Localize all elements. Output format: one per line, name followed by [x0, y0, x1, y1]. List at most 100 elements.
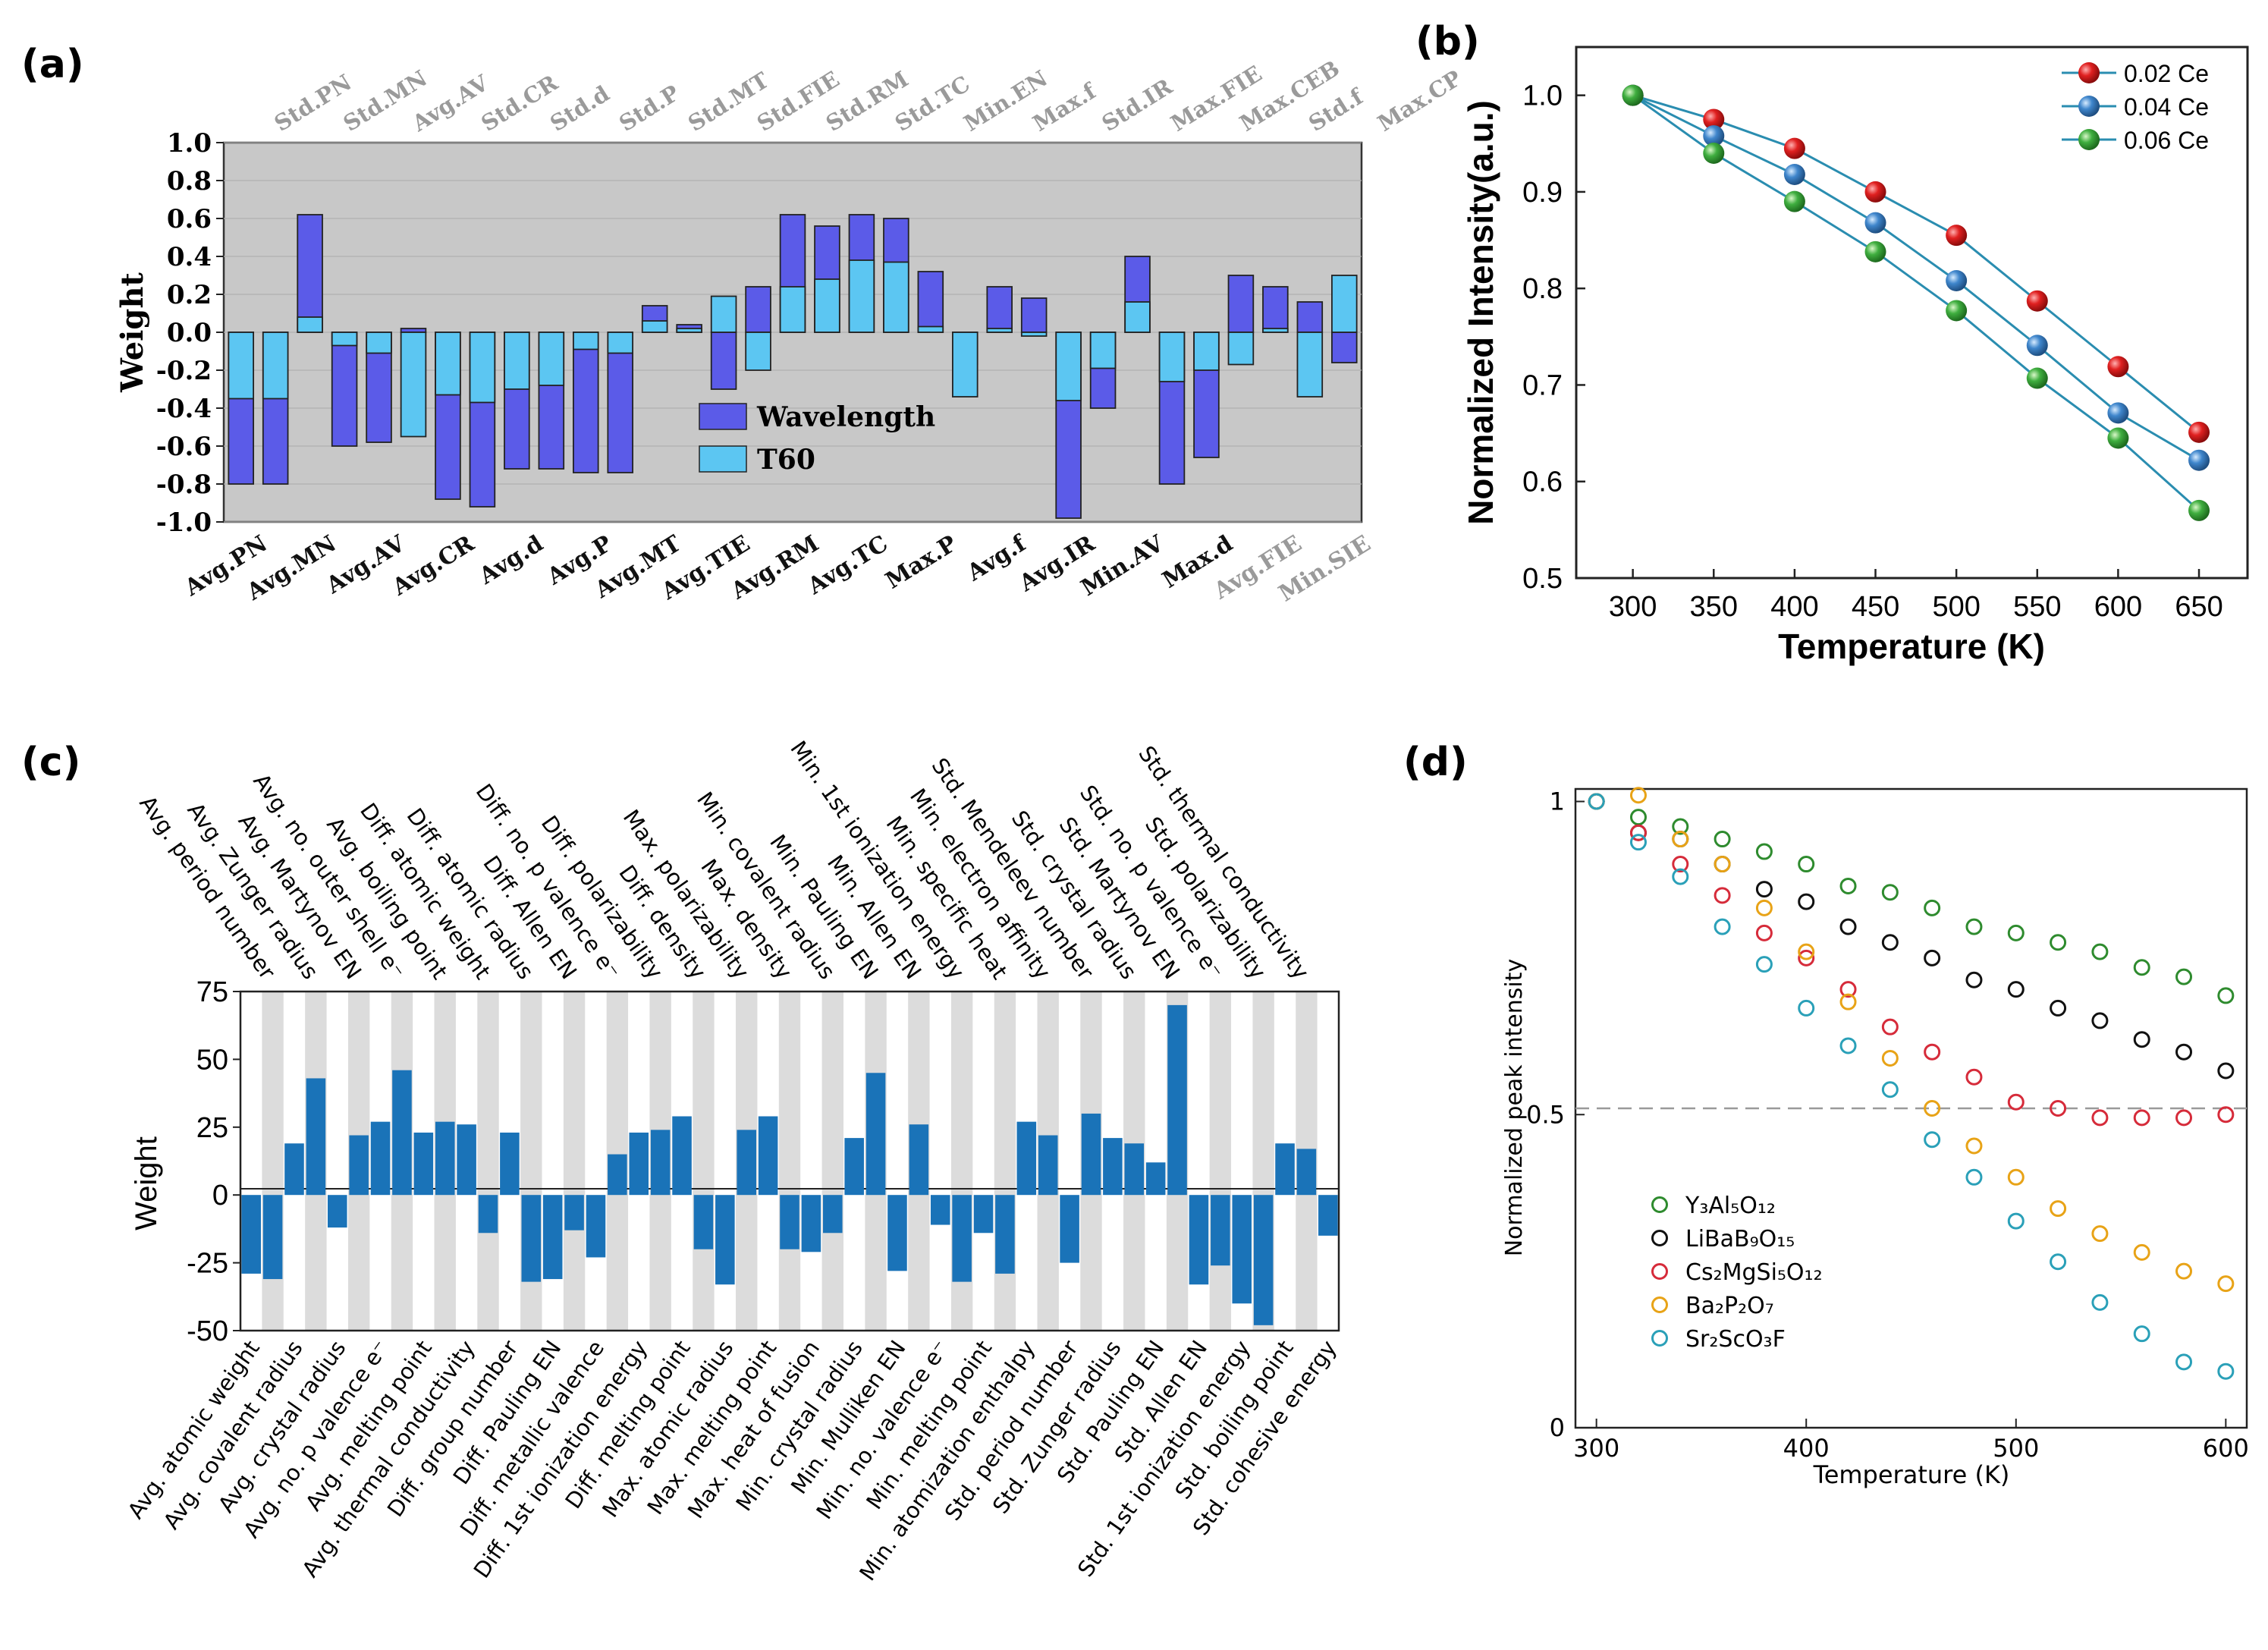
panel-c-stripe [778, 992, 801, 1331]
panel-d-point-sr-sco-f [2175, 1353, 2193, 1371]
panel-d-point-sr-sco-f [1965, 1168, 1983, 1186]
panel-c-bar [284, 1143, 304, 1196]
panel-a-bar-wavelength [1296, 301, 1324, 333]
panel-d-point-cs-mgsi-o [1672, 856, 1689, 873]
legend-marker-0-02-ce [2078, 62, 2100, 83]
panel-a-ytick-label: 0.4 [167, 242, 212, 272]
panel-b-ytick-label: 0.8 [1522, 273, 1563, 305]
panel-a-bar-t60 [469, 332, 496, 404]
panel-d-point-sr-sco-f [1839, 1037, 1857, 1054]
panel-a-bar-t60 [1331, 275, 1358, 333]
panel-d-point-y-al-o [1924, 899, 1941, 916]
panel-d-point-sr-sco-f [2007, 1212, 2025, 1230]
panel-a-ylabel: Weight [115, 272, 150, 393]
panel-d-point-libab-o [1798, 893, 1815, 910]
panel-b-point-0-06-ce [1783, 190, 1805, 212]
panel-b-point-0-02-ce [1864, 181, 1886, 203]
panel-a-bar-t60 [1227, 332, 1255, 366]
panel-b-point-0-06-ce [1946, 300, 1968, 322]
panel-d-ytick-label: 0 [1550, 1413, 1565, 1442]
panel-d-point-y-al-o [1839, 877, 1857, 894]
panel-b-point-0-02-ce [1946, 225, 1968, 247]
panel-b-xtick-label: 550 [2013, 591, 2061, 623]
panel-a-bar-t60 [848, 259, 875, 333]
panel-b-point-0-06-ce [1703, 143, 1725, 164]
panel-d-point-ba-p-o [1839, 993, 1857, 1010]
panel-c-bar [327, 1195, 347, 1228]
panel-a-bar-t60 [297, 316, 323, 333]
panel-d-point-libab-o [2217, 1062, 2235, 1080]
panel-d-point-cs-mgsi-o [2175, 1109, 2193, 1127]
panel-a-ytick-label: 0.2 [167, 280, 212, 310]
legend-marker-sr-sco-f [1651, 1330, 1668, 1347]
panel-a-bottom-label-max-p: Max.P [881, 530, 961, 595]
panel-a-ytick-label: 0.0 [167, 318, 212, 348]
panel-a-bar-t60 [710, 295, 737, 333]
panel-b-xtick-label: 300 [1609, 591, 1657, 623]
panel-a-bar-wavelength [1331, 332, 1358, 363]
panel-a-ytick-label: 1.0 [167, 128, 212, 159]
panel-d-point-ba-p-o [1881, 1049, 1899, 1067]
legend-wavelength-label: Wavelength [756, 401, 935, 433]
panel-c-bar [1081, 1113, 1101, 1196]
panel-b-point-0-06-ce [2188, 499, 2210, 521]
panel-d-point-sr-sco-f [1881, 1081, 1899, 1098]
panel-label-c: (c) [21, 740, 80, 785]
panel-d-point-y-al-o [1881, 884, 1899, 901]
panel-d-point-sr-sco-f [1672, 868, 1689, 885]
panel-d-point-sr-sco-f [2133, 1325, 2150, 1343]
panel-b-ytick-label: 1.0 [1522, 80, 1563, 112]
panel-b-point-0-02-ce [2026, 290, 2048, 312]
panel-c-ytick-label: -50 [187, 1315, 228, 1347]
panel-a-bar-t60 [228, 332, 254, 400]
panel-b-xtick-label: 650 [2175, 591, 2222, 623]
panel-a-ytick-label: -0.2 [156, 356, 212, 386]
legend-marker-libab-o [1651, 1230, 1668, 1246]
panel-d-point-y-al-o [1714, 831, 1731, 848]
panel-a-bar-t60 [504, 332, 530, 390]
panel-c-bar [1211, 1195, 1230, 1266]
panel-b-point-0-02-ce [2188, 421, 2210, 443]
panel-d-point-y-al-o [1755, 843, 1773, 860]
panel-d-point-ba-p-o [1798, 943, 1815, 960]
panel-a-legend: Wavelength T60 [699, 401, 935, 476]
panel-c-stripe [262, 992, 284, 1331]
panel-b-ylabel: Normalized Intensity(a.u.) [1461, 100, 1500, 525]
panel-c-ytick-label: -25 [187, 1248, 228, 1280]
panel-d-xtick-label: 600 [2203, 1434, 2249, 1463]
legend-label-ba-p-o: Ba₂P₂O₇ [1685, 1293, 1774, 1319]
panel-a-bar-t60 [814, 278, 840, 333]
panel-a-bar-t60 [331, 332, 358, 347]
panel-c-bar [1103, 1138, 1123, 1196]
panel-d-point-libab-o [1924, 949, 1941, 966]
panel-a-ytick-label: -0.8 [156, 470, 212, 500]
panel-d-point-ba-p-o [1714, 856, 1731, 873]
panel-a-bar-wavelength [1020, 297, 1048, 333]
panel-b-ytick-label: 0.7 [1522, 369, 1563, 401]
panel-d-point-ba-p-o [2007, 1168, 2025, 1186]
panel-c-stripe [821, 992, 843, 1331]
panel-a-bar-t60 [641, 320, 668, 333]
panel-b-point-0-04-ce [2026, 335, 2048, 357]
panel-d-point-ba-p-o [1629, 787, 1647, 804]
legend-t60-label: T60 [757, 444, 815, 476]
panel-d-ylabel: Normalized peak intensity [1501, 959, 1528, 1257]
panel-c-bar [715, 1195, 735, 1285]
panel-d-point-ba-p-o [1672, 831, 1689, 848]
panel-a-bar-t60 [779, 286, 806, 333]
panel-c-bar [995, 1195, 1015, 1274]
panel-b-point-0-06-ce [1864, 240, 1886, 262]
panel-a-top-label-std-p: Std.P [614, 80, 684, 137]
panel-d-point-ba-p-o [1755, 899, 1773, 916]
panel-c-ytick-label: 25 [196, 1112, 228, 1144]
panel-c-bar [413, 1132, 434, 1196]
panel-d-point-ba-p-o [1924, 1100, 1941, 1117]
panel-d-point-cs-mgsi-o [2091, 1109, 2109, 1127]
panel-d-point-y-al-o [2175, 968, 2193, 985]
panel-c-bar [823, 1195, 843, 1234]
panel-d-point-cs-mgsi-o [2050, 1100, 2067, 1117]
panel-a-ytick-label: -1.0 [156, 508, 212, 538]
panel-d-point-cs-mgsi-o [1755, 924, 1773, 941]
panel-a-top-label-max-cp: Max.CP [1373, 65, 1466, 137]
